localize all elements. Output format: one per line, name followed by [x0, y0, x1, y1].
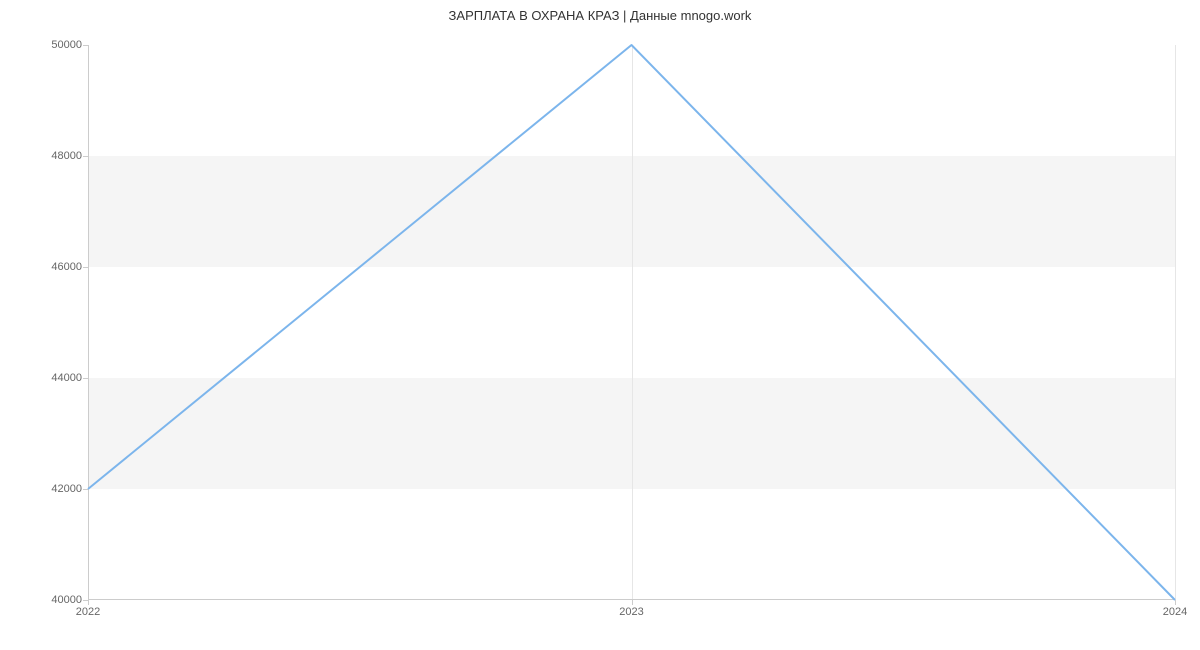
y-tick-mark [83, 378, 88, 379]
y-tick-label: 46000 [51, 261, 82, 273]
x-tick-label: 2022 [76, 606, 100, 618]
y-tick-label: 50000 [51, 39, 82, 51]
chart-container: ЗАРПЛАТА В ОХРАНА КРАЗ | Данные mnogo.wo… [0, 0, 1200, 650]
y-tick-mark [83, 489, 88, 490]
y-tick-label: 40000 [51, 594, 82, 606]
y-tick-mark [83, 156, 88, 157]
x-tick-mark [632, 600, 633, 605]
x-tick-label: 2023 [619, 606, 643, 618]
y-tick-mark [83, 267, 88, 268]
y-tick-label: 44000 [51, 372, 82, 384]
x-tick-mark [1175, 600, 1176, 605]
series-line-salary [88, 45, 1175, 600]
line-series-svg [88, 45, 1175, 600]
x-tick-mark [88, 600, 89, 605]
y-tick-label: 42000 [51, 483, 82, 495]
x-grid-line [1175, 45, 1176, 600]
y-tick-mark [83, 45, 88, 46]
x-tick-label: 2024 [1163, 606, 1187, 618]
chart-title: ЗАРПЛАТА В ОХРАНА КРАЗ | Данные mnogo.wo… [0, 8, 1200, 23]
y-tick-label: 48000 [51, 150, 82, 162]
plot-area [88, 45, 1175, 600]
